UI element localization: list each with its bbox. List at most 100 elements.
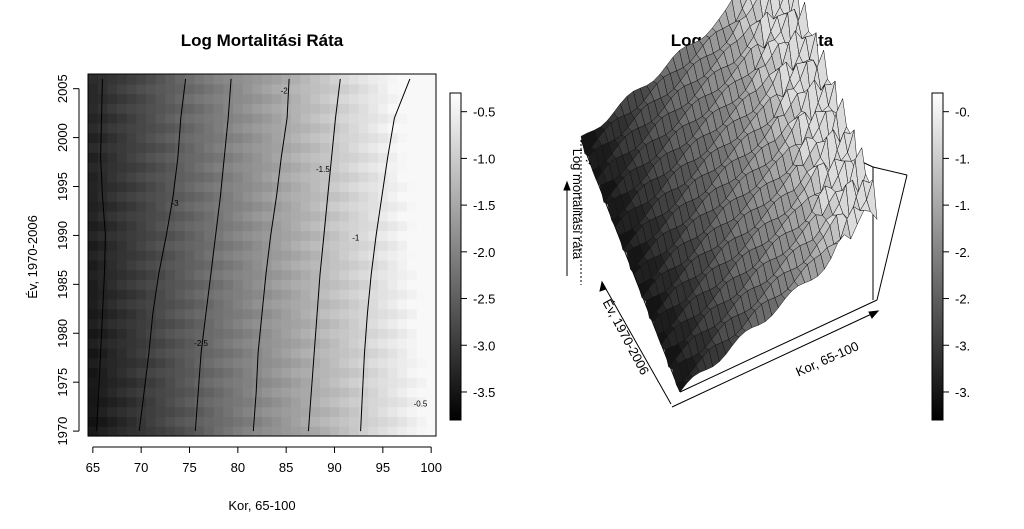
heatmap-cell bbox=[184, 318, 195, 329]
heatmap-cell bbox=[300, 338, 311, 349]
heatmap-cell bbox=[300, 162, 311, 173]
heatmap-cell bbox=[136, 220, 147, 232]
heatmap-cell bbox=[271, 201, 282, 212]
heatmap-cell bbox=[368, 318, 379, 329]
heatmap-cell bbox=[146, 113, 157, 124]
heatmap-cell bbox=[291, 93, 302, 104]
heatmap-cell bbox=[339, 230, 350, 241]
heatmap-cell bbox=[358, 318, 369, 329]
heatmap-cell bbox=[300, 83, 311, 95]
heatmap-cell bbox=[252, 416, 263, 427]
heatmap-cell bbox=[233, 122, 244, 134]
heatmap-cell bbox=[242, 201, 253, 212]
heatmap-cell bbox=[126, 171, 137, 183]
heatmap-cell bbox=[107, 259, 118, 271]
heatmap-cell bbox=[300, 230, 311, 241]
contour-label: -2 bbox=[281, 87, 289, 96]
heatmap-cell bbox=[262, 230, 273, 241]
heatmap-cell bbox=[320, 83, 331, 95]
heatmap-cell bbox=[117, 426, 128, 437]
heatmap-cell bbox=[262, 132, 273, 144]
heatmap-cell bbox=[349, 367, 360, 378]
heatmap-cell bbox=[97, 250, 108, 261]
heatmap-cell bbox=[387, 308, 398, 320]
heatmap-cell bbox=[310, 113, 321, 124]
heatmap-cell bbox=[300, 308, 311, 320]
heatmap-cell bbox=[107, 367, 118, 378]
heatmap-cell bbox=[426, 103, 437, 114]
heatmap-cell bbox=[223, 387, 234, 398]
heatmap-cell bbox=[252, 74, 263, 85]
heatmap-cell bbox=[262, 347, 273, 359]
heatmap-cell bbox=[194, 289, 205, 300]
heatmap-cell bbox=[368, 93, 379, 104]
heatmap-cell bbox=[378, 250, 389, 261]
heatmap-cell bbox=[155, 93, 166, 104]
heatmap-cell bbox=[416, 259, 427, 271]
heatmap-cell bbox=[291, 210, 302, 222]
heatmap-cell bbox=[233, 132, 244, 144]
heatmap-cell bbox=[300, 426, 311, 437]
heatmap-cell bbox=[107, 279, 118, 290]
heatmap-cell bbox=[378, 357, 389, 369]
heatmap-cell bbox=[271, 240, 282, 251]
heatmap-cell bbox=[407, 396, 418, 408]
heatmap-cell bbox=[175, 181, 186, 192]
heatmap-cell bbox=[416, 191, 427, 202]
heatmap-cell bbox=[252, 132, 263, 144]
heatmap-cell bbox=[194, 250, 205, 261]
heatmap-cell bbox=[349, 103, 360, 114]
heatmap-cell bbox=[117, 308, 128, 320]
surface-colorbar bbox=[931, 92, 944, 421]
heatmap-cell bbox=[407, 132, 418, 144]
heatmap-cell bbox=[310, 377, 321, 388]
heatmap-panel: Log Mortalitási Ráta -3 -2.5 -2 -1.5 -1 -0.5 … bbox=[25, 31, 495, 513]
heatmap-cell bbox=[358, 220, 369, 232]
heatmap-cell bbox=[223, 416, 234, 427]
heatmap-cell bbox=[368, 171, 379, 183]
heatmap-cell bbox=[136, 132, 147, 144]
heatmap-cell bbox=[271, 338, 282, 349]
heatmap-cell bbox=[262, 416, 273, 427]
heatmap-cell bbox=[349, 259, 360, 271]
heatmap-cell bbox=[252, 201, 263, 212]
heatmap-cell bbox=[155, 269, 166, 281]
colorbar-tick-label: -2. bbox=[955, 245, 970, 260]
heatmap-cell bbox=[97, 347, 108, 359]
heatmap-cell bbox=[281, 191, 292, 202]
heatmap-cell bbox=[281, 181, 292, 192]
heatmap-cell bbox=[204, 250, 215, 261]
heatmap-cell bbox=[146, 338, 157, 349]
heatmap-cell bbox=[339, 377, 350, 388]
heatmap-cell bbox=[165, 426, 176, 437]
heatmap-cell bbox=[155, 181, 166, 192]
heatmap-cell bbox=[126, 338, 137, 349]
heatmap-cell bbox=[136, 93, 147, 104]
heatmap-cell bbox=[387, 406, 398, 418]
heatmap-cell bbox=[407, 210, 418, 222]
heatmap-cell bbox=[88, 103, 99, 114]
heatmap-cell bbox=[358, 74, 369, 85]
heatmap-cell bbox=[329, 210, 340, 222]
heatmap-cell bbox=[368, 387, 379, 398]
heatmap-cell bbox=[155, 328, 166, 339]
heatmap-cell bbox=[300, 318, 311, 329]
heatmap-cell bbox=[88, 279, 99, 290]
heatmap-cell bbox=[320, 318, 331, 329]
heatmap-cell bbox=[233, 347, 244, 359]
heatmap-cell bbox=[349, 377, 360, 388]
heatmap-cell bbox=[416, 299, 427, 310]
heatmap-cell bbox=[213, 171, 224, 183]
heatmap-cell bbox=[204, 240, 215, 251]
heatmap-cell bbox=[407, 74, 418, 85]
heatmap-cell bbox=[387, 152, 398, 163]
heatmap-cell bbox=[358, 308, 369, 320]
heatmap-cell bbox=[213, 299, 224, 310]
heatmap-cell bbox=[252, 426, 263, 437]
heatmap-cell bbox=[291, 220, 302, 232]
heatmap-cell bbox=[397, 191, 408, 202]
heatmap-cell bbox=[262, 269, 273, 281]
heatmap-cell bbox=[194, 93, 205, 104]
heatmap-cell bbox=[426, 250, 437, 261]
heatmap-cell bbox=[426, 357, 437, 369]
